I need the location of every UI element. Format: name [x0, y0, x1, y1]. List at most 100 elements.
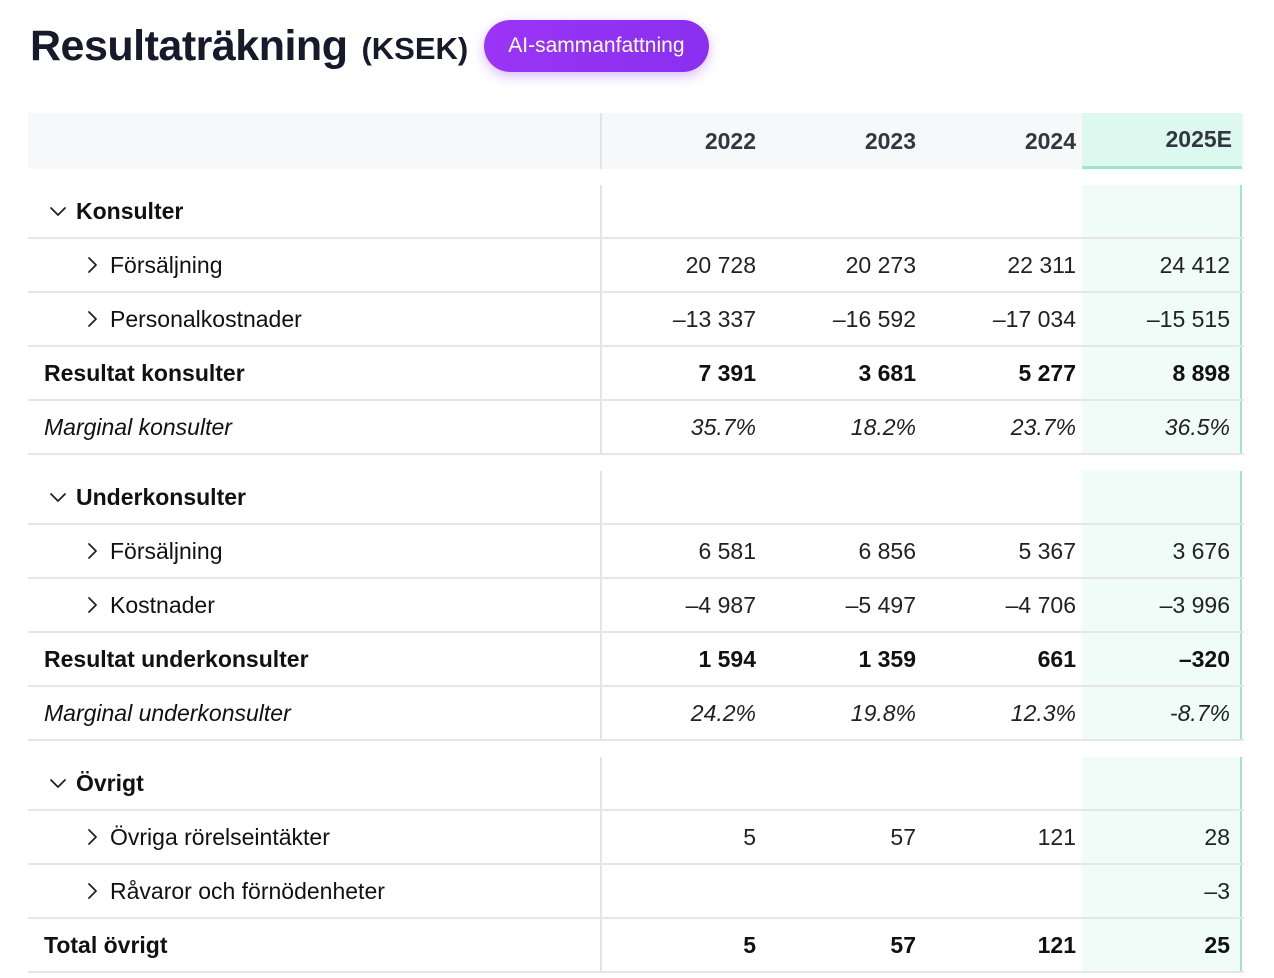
empty-cell [762, 757, 922, 809]
row-value-2022: –4 987 [685, 591, 756, 618]
chevron-right-icon[interactable] [80, 307, 104, 331]
row-value-2025e: –3 996 [1082, 579, 1242, 631]
chevron-right-icon[interactable] [80, 879, 104, 903]
row-value-2025e: –3 [1082, 865, 1242, 917]
group-label: Underkonsulter [76, 483, 246, 510]
total-row: Resultat underkonsulter 1 594 1 359 661 –320 [28, 633, 1244, 687]
empty-cell [922, 757, 1082, 809]
total-value-2024: 121 [1037, 931, 1076, 958]
group-row-1[interactable]: Underkonsulter [28, 471, 1244, 525]
total-row: Total övrigt 5 57 121 25 [28, 919, 1244, 973]
margin-value-2022: 24.2% [690, 699, 756, 726]
row-value-2025e: 24 412 [1082, 239, 1242, 291]
table-row[interactable]: Försäljning 20 728 20 273 22 311 24 412 [28, 239, 1244, 293]
row-value-2025e: 3 676 [1082, 525, 1242, 577]
row-value-2024: 5 367 [1018, 537, 1076, 564]
group-spacer [28, 169, 1244, 185]
row-value-2023: –16 592 [832, 305, 916, 332]
row-value-2022: –13 337 [672, 305, 756, 332]
row-label: Försäljning [110, 537, 223, 564]
table-row[interactable]: Övriga rörelseintäkter 5 57 121 28 [28, 811, 1244, 865]
empty-cell [922, 471, 1082, 523]
total-value-2023: 3 681 [858, 359, 916, 386]
total-label: Resultat konsulter [28, 347, 602, 399]
row-value-2023: 20 273 [845, 251, 916, 278]
group-label-cell[interactable]: Konsulter [28, 185, 602, 237]
table-header-row: 2022 2023 2024 2025E [28, 113, 1244, 169]
margin-row: Marginal underkonsulter 24.2% 19.8% 12.3% -8… [28, 687, 1244, 741]
empty-cell [602, 185, 762, 237]
empty-cell [1082, 757, 1242, 809]
total-value-2024: 661 [1037, 645, 1076, 672]
group-label: Konsulter [76, 197, 184, 224]
table-row[interactable]: Kostnader –4 987 –5 497 –4 706 –3 996 [28, 579, 1244, 633]
chevron-down-icon[interactable] [46, 485, 70, 509]
empty-cell [922, 185, 1082, 237]
row-label: Personalkostnader [110, 305, 302, 332]
income-statement-table: 2022 2023 2024 2025E Konsulter Försäljnin… [28, 113, 1244, 973]
margin-value-2024: 12.3% [1010, 699, 1076, 726]
row-label-cell[interactable]: Kostnader [28, 579, 602, 631]
chevron-down-icon[interactable] [46, 199, 70, 223]
row-value-2023 [762, 865, 922, 917]
empty-cell [762, 471, 922, 523]
group-label-cell[interactable]: Övrigt [28, 757, 602, 809]
row-value-2022: 5 [743, 823, 756, 850]
page-title: Resultaträkning [30, 21, 348, 70]
row-label: Råvaror och förnödenheter [110, 877, 385, 904]
row-value-2023: 6 856 [858, 537, 916, 564]
total-value-2023: 1 359 [858, 645, 916, 672]
total-value-2023: 57 [890, 931, 916, 958]
ai-summary-button[interactable]: AI-sammanfattning [484, 20, 709, 72]
row-value-2024: –4 706 [1005, 591, 1076, 618]
row-value-2022: 20 728 [685, 251, 756, 278]
chevron-down-icon[interactable] [46, 771, 70, 795]
empty-cell [1082, 185, 1242, 237]
margin-value-2022: 35.7% [690, 413, 756, 440]
table-row[interactable]: Personalkostnader –13 337 –16 592 –17 034 –1… [28, 293, 1244, 347]
chevron-right-icon[interactable] [80, 593, 104, 617]
total-row: Resultat konsulter 7 391 3 681 5 277 8 898 [28, 347, 1244, 401]
group-spacer [28, 741, 1244, 757]
row-value-2022 [602, 865, 762, 917]
group-row-2[interactable]: Övrigt [28, 757, 1244, 811]
margin-value-2025e: 36.5% [1082, 401, 1242, 453]
row-label: Försäljning [110, 251, 223, 278]
margin-label: Marginal underkonsulter [28, 687, 602, 739]
margin-value-2023: 18.2% [850, 413, 916, 440]
column-header-2024[interactable]: 2024 [1024, 127, 1076, 154]
row-label-cell[interactable]: Övriga rörelseintäkter [28, 811, 602, 863]
row-label-cell[interactable]: Försäljning [28, 525, 602, 577]
empty-cell [1082, 471, 1242, 523]
total-value-2025e: 8 898 [1082, 347, 1242, 399]
row-value-2022: 6 581 [698, 537, 756, 564]
total-value-2022: 7 391 [698, 359, 756, 386]
row-value-2024 [922, 865, 1082, 917]
table-row[interactable]: Försäljning 6 581 6 856 5 367 3 676 [28, 525, 1244, 579]
unit-label: (KSEK) [361, 31, 469, 66]
total-value-2025e: –320 [1082, 633, 1242, 685]
group-row-0[interactable]: Konsulter [28, 185, 1244, 239]
total-value-2022: 1 594 [698, 645, 756, 672]
group-label: Övrigt [76, 769, 144, 796]
row-label-cell[interactable]: Försäljning [28, 239, 602, 291]
table-row[interactable]: Råvaror och förnödenheter –3 [28, 865, 1244, 919]
chevron-right-icon[interactable] [80, 825, 104, 849]
row-label: Kostnader [110, 591, 215, 618]
column-header-2022[interactable]: 2022 [704, 127, 756, 154]
row-value-2025e: –15 515 [1082, 293, 1242, 345]
column-header-2025e[interactable]: 2025E [1082, 113, 1242, 169]
chevron-right-icon[interactable] [80, 253, 104, 277]
row-value-2024: –17 034 [992, 305, 1076, 332]
row-value-2023: 57 [890, 823, 916, 850]
empty-cell [762, 185, 922, 237]
chevron-right-icon[interactable] [80, 539, 104, 563]
row-value-2025e: 28 [1082, 811, 1242, 863]
group-label-cell[interactable]: Underkonsulter [28, 471, 602, 523]
row-label-cell[interactable]: Personalkostnader [28, 293, 602, 345]
column-header-2023[interactable]: 2023 [864, 127, 916, 154]
row-value-2023: –5 497 [845, 591, 916, 618]
row-label-cell[interactable]: Råvaror och förnödenheter [28, 865, 602, 917]
row-value-2024: 121 [1037, 823, 1076, 850]
table-body: Konsulter Försäljning 20 728 20 273 22 311 24… [28, 169, 1244, 973]
